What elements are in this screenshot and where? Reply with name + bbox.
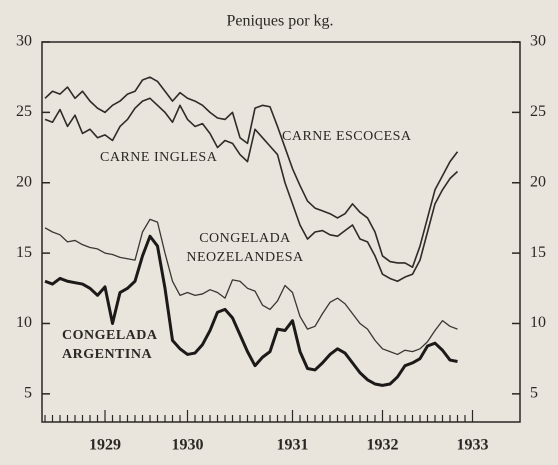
y-tick-label: 30 bbox=[530, 33, 546, 50]
series-label: CONGELADA NEOZELANDESA bbox=[186, 231, 304, 265]
series-line bbox=[44, 97, 459, 283]
y-tick-label: 5 bbox=[24, 385, 32, 402]
x-tick-label: 1932 bbox=[367, 437, 399, 454]
x-tick-label: 1931 bbox=[277, 437, 309, 454]
y-tick-label: 15 bbox=[530, 244, 546, 261]
series-label: CONGELADA ARGENTINA bbox=[62, 328, 158, 362]
y-tick-label: 15 bbox=[16, 244, 32, 261]
y-tick-label: 25 bbox=[16, 103, 32, 120]
plot-frame bbox=[41, 41, 521, 423]
chart-title: Peniques por kg. bbox=[226, 13, 333, 30]
x-tick-label: 1933 bbox=[457, 437, 489, 454]
series-line bbox=[44, 234, 458, 387]
y-tick-label: 5 bbox=[530, 385, 538, 402]
x-tick-label: 1930 bbox=[172, 437, 204, 454]
series-label: CARNE ESCOCESA bbox=[282, 129, 412, 144]
y-tick-label: 20 bbox=[530, 173, 546, 190]
series-label: CARNE INGLESA bbox=[100, 150, 218, 165]
series-line bbox=[44, 218, 458, 356]
y-tick-label: 25 bbox=[530, 103, 546, 120]
series-line bbox=[44, 76, 459, 268]
x-tick-label: 1929 bbox=[89, 437, 121, 454]
y-tick-label: 30 bbox=[16, 33, 32, 50]
y-tick-label: 10 bbox=[530, 314, 546, 331]
y-tick-label: 10 bbox=[16, 314, 32, 331]
y-tick-label: 20 bbox=[16, 173, 32, 190]
